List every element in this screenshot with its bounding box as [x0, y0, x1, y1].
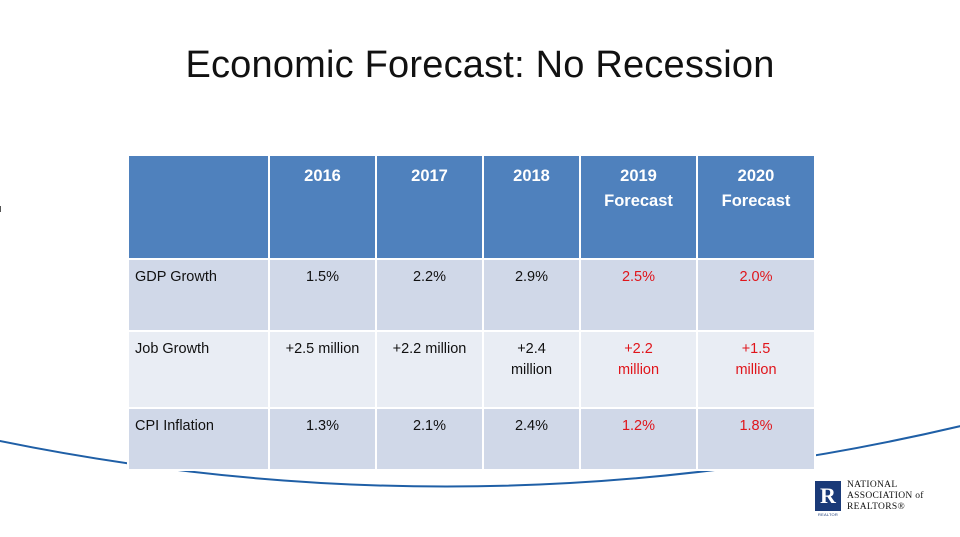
cell-cpi-2017: 2.1%	[375, 407, 484, 471]
edge-mark	[0, 206, 3, 212]
row-label-cpi-inflation: CPI Inflation	[127, 407, 270, 471]
header-2020-forecast-label: 2020 Forecast	[721, 167, 791, 210]
logo-wordmark: NATIONAL ASSOCIATION of REALTORS®	[847, 480, 924, 513]
header-2017: 2017	[375, 154, 484, 260]
cell-job-2019-forecast: +2.2 million	[579, 330, 698, 409]
header-2019-forecast: 2019 Forecast	[579, 154, 698, 260]
logo-line-2: ASSOCIATION of	[847, 491, 924, 501]
header-corner	[127, 154, 270, 260]
slide-title: Economic Forecast: No Recession	[185, 44, 775, 86]
table-row: Job Growth +2.5 million +2.2 million +2.…	[127, 330, 816, 409]
header-2019-forecast-label: 2019 Forecast	[604, 167, 673, 210]
realtor-sub-label: REALTOR	[818, 512, 838, 517]
cell-job-2020-forecast: +1.5 million	[696, 330, 816, 409]
row-label-job-growth: Job Growth	[127, 330, 270, 409]
cell-job-2017: +2.2 million	[375, 330, 484, 409]
nar-logo: R REALTOR NATIONAL ASSOCIATION of REALTO…	[815, 479, 945, 517]
forecast-table: 2016 2017 2018 2019 Forecast 2020 Foreca…	[127, 154, 816, 471]
logo-line-3: REALTORS®	[847, 502, 905, 512]
cell-cpi-2016: 1.3%	[268, 407, 377, 471]
cell-gdp-2018: 2.9%	[482, 258, 581, 332]
cell-gdp-2020-forecast: 2.0%	[696, 258, 816, 332]
cell-gdp-2016: 1.5%	[268, 258, 377, 332]
header-2016: 2016	[268, 154, 377, 260]
table-header-row: 2016 2017 2018 2019 Forecast 2020 Foreca…	[127, 154, 816, 260]
logo-line-1: NATIONAL	[847, 480, 898, 490]
realtor-r-icon: R	[815, 481, 841, 511]
cell-job-2016: +2.5 million	[268, 330, 377, 409]
header-2018: 2018	[482, 154, 581, 260]
table-row: CPI Inflation 1.3% 2.1% 2.4% 1.2% 1.8%	[127, 407, 816, 471]
cell-gdp-2017: 2.2%	[375, 258, 484, 332]
header-2020-forecast: 2020 Forecast	[696, 154, 816, 260]
row-label-gdp-growth: GDP Growth	[127, 258, 270, 332]
table-row: GDP Growth 1.5% 2.2% 2.9% 2.5% 2.0%	[127, 258, 816, 332]
cell-cpi-2019-forecast: 1.2%	[579, 407, 698, 471]
cell-job-2018: +2.4 million	[482, 330, 581, 409]
cell-cpi-2020-forecast: 1.8%	[696, 407, 816, 471]
cell-cpi-2018: 2.4%	[482, 407, 581, 471]
cell-gdp-2019-forecast: 2.5%	[579, 258, 698, 332]
